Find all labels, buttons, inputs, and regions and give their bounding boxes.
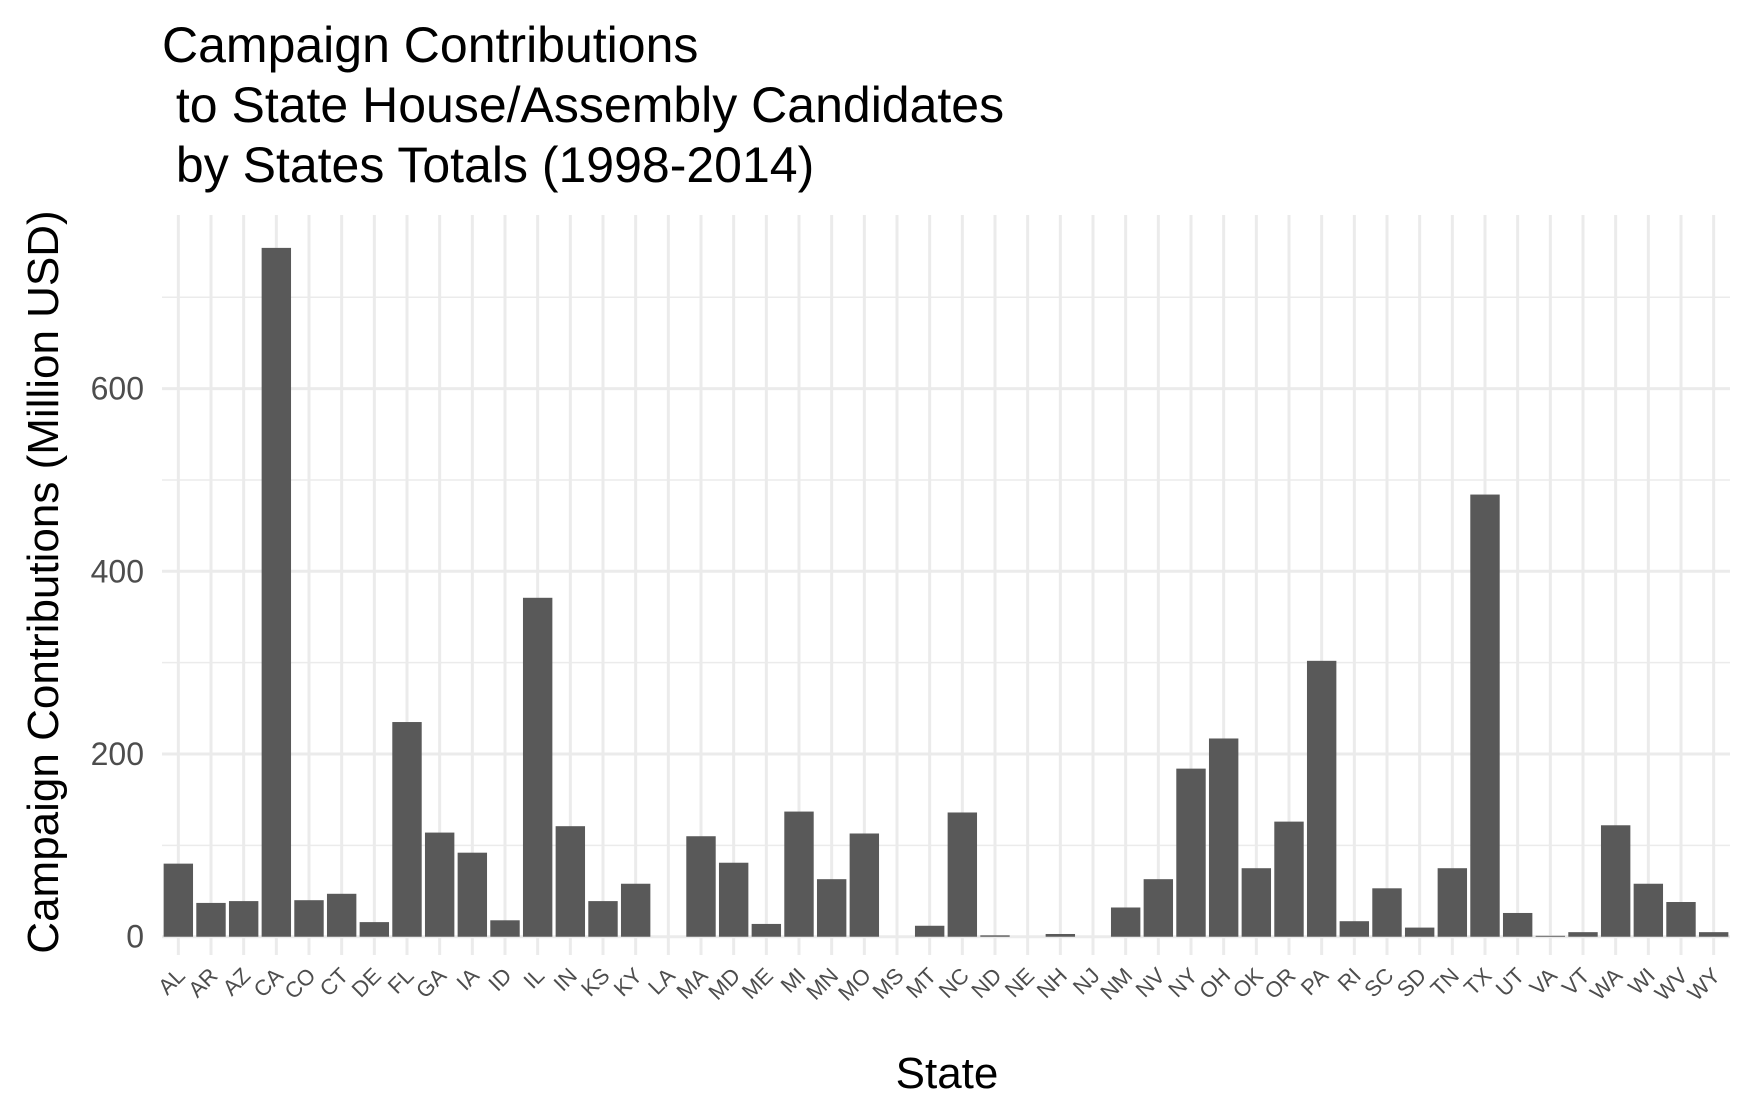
x-tick-label-al: AL xyxy=(153,963,190,1000)
y-tick-label: 600 xyxy=(91,371,144,407)
bar-ny xyxy=(1176,768,1206,937)
x-tick-label-wi: WI xyxy=(1623,963,1660,1000)
bar-mi xyxy=(784,811,814,937)
x-tick-label-ky: KY xyxy=(609,963,648,1002)
x-tick-label-wy: WY xyxy=(1682,963,1725,1006)
x-tick-label-id: ID xyxy=(483,963,516,996)
bar-ky xyxy=(620,883,651,937)
bar-mn xyxy=(816,879,847,937)
x-tick-label-fl: FL xyxy=(383,963,419,999)
bar-pa xyxy=(1306,660,1337,937)
bar-ks xyxy=(588,901,618,937)
bar-co xyxy=(294,900,324,937)
bar-wv xyxy=(1666,902,1696,937)
bar-fl xyxy=(392,722,422,937)
bar-nc xyxy=(947,812,978,937)
bar-wa xyxy=(1600,825,1631,937)
bar-nv xyxy=(1143,879,1174,937)
bar-vt xyxy=(1568,932,1598,937)
x-tick-label-pa: PA xyxy=(1296,963,1334,1001)
x-tick-label-tn: TN xyxy=(1425,963,1463,1001)
bar-ca xyxy=(261,247,292,937)
bar-sd xyxy=(1404,927,1435,937)
bar-ok xyxy=(1241,868,1272,937)
x-tick-label-vt: VT xyxy=(1557,963,1595,1001)
bar-sc xyxy=(1372,888,1402,937)
bar-ga xyxy=(424,832,455,937)
chart-title-line-3: by States Totals (1998-2014) xyxy=(162,137,814,193)
bar-tx xyxy=(1470,494,1500,937)
bar-me xyxy=(751,923,782,937)
chart-title-line-1: Campaign Contributions xyxy=(162,17,698,73)
bar-oh xyxy=(1208,738,1239,937)
bar-nd xyxy=(980,935,1010,937)
bar-mo xyxy=(849,833,880,937)
bar-az xyxy=(228,901,259,937)
bar-or xyxy=(1274,821,1304,937)
x-tick-label-nh: NH xyxy=(1032,963,1072,1003)
x-tick-label-tx: TX xyxy=(1459,963,1497,1001)
x-tick-label-mi: MI xyxy=(776,963,811,998)
bar-md xyxy=(718,862,749,937)
bar-ct xyxy=(326,893,357,937)
x-tick-label-in: IN xyxy=(549,963,582,996)
bar-id xyxy=(490,920,520,937)
bar-al xyxy=(163,863,194,937)
x-tick-label-ga: GA xyxy=(411,963,451,1003)
bar-ia xyxy=(457,852,488,937)
y-tick-label: 0 xyxy=(126,919,144,955)
y-tick-label: 200 xyxy=(91,736,144,772)
bar-in xyxy=(555,826,586,937)
bar-tn xyxy=(1437,868,1468,937)
bar-nh xyxy=(1045,933,1076,937)
x-axis-title: State xyxy=(896,1049,999,1098)
x-tick-label-ct: CT xyxy=(315,963,353,1001)
x-tick-label-nj: NJ xyxy=(1068,963,1105,1000)
x-tick-label-de: DE xyxy=(347,963,386,1002)
bar-ri xyxy=(1339,921,1370,937)
x-tick-label-me: ME xyxy=(737,963,778,1004)
x-tick-label-or: OR xyxy=(1260,963,1301,1004)
x-tick-label-ia: IA xyxy=(451,963,484,996)
y-axis-title: Campaign Contributions (Million USD) xyxy=(19,210,68,953)
bar-mt xyxy=(914,925,945,937)
x-tick-label-wa: WA xyxy=(1585,963,1627,1005)
x-tick-label-va: VA xyxy=(1525,963,1563,1001)
y-axis-ticks: 0 200 400 600 xyxy=(91,371,144,955)
x-tick-label-ks: KS xyxy=(576,963,614,1001)
chart-title-line-2: to State House/Assembly Candidates xyxy=(162,77,1004,133)
x-tick-label-ri: RI xyxy=(1333,963,1366,996)
bar-nm xyxy=(1110,907,1141,937)
bar-de xyxy=(359,922,390,937)
bar-wi xyxy=(1633,883,1664,937)
bar-wy xyxy=(1698,932,1729,937)
x-tick-label-ut: UT xyxy=(1491,963,1529,1001)
bar-ar xyxy=(196,902,226,937)
x-tick-label-az: AZ xyxy=(218,963,256,1001)
bar-va xyxy=(1535,935,1566,937)
y-tick-label: 400 xyxy=(91,553,144,589)
bar-ut xyxy=(1502,912,1533,937)
bar-ma xyxy=(686,836,716,937)
bars xyxy=(163,247,1729,937)
x-tick-label-il: IL xyxy=(519,963,550,994)
x-tick-label-la: LA xyxy=(643,963,680,1000)
bar-il xyxy=(522,597,553,937)
